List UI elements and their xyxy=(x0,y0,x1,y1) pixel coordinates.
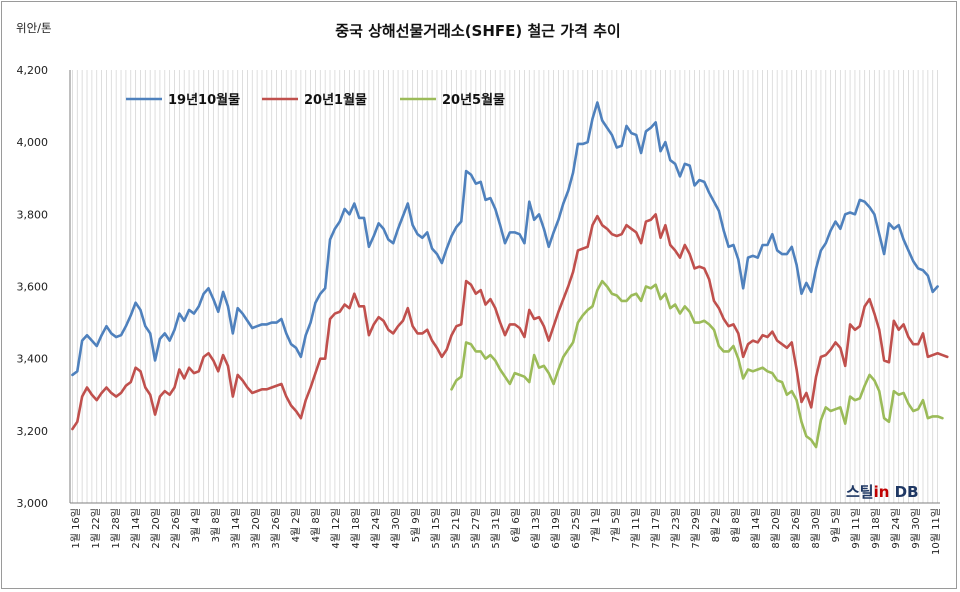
x-tick-label: 8월 20일 xyxy=(770,508,782,549)
x-tick-label: 8월 2일 xyxy=(710,508,722,542)
y-tick-label: 4,000 xyxy=(17,136,49,149)
x-tick-label: 9월 18일 xyxy=(870,508,882,549)
axes xyxy=(69,70,940,504)
x-tick-label: 6월 6일 xyxy=(510,508,522,542)
chart-title: 중국 상해선물거래소(SHFE) 철근 가격 추이 xyxy=(335,22,620,40)
gridlines xyxy=(72,70,938,503)
y-tick-label: 3,000 xyxy=(17,497,49,510)
series-line-3 xyxy=(450,279,944,449)
x-tick-label: 7월 29일 xyxy=(690,508,702,549)
x-tick-label: 3월 14일 xyxy=(230,508,242,549)
y-tick-label: 3,400 xyxy=(17,353,49,366)
x-tick-label: 2월 26일 xyxy=(170,508,182,549)
legend: 19년10월물 20년1월물 20년5월물 xyxy=(126,92,505,108)
x-tick-label: 7월 17일 xyxy=(650,508,662,549)
y-tick-label: 4,200 xyxy=(17,64,49,77)
steel-in-db-logo: 스틸in DB xyxy=(846,483,919,501)
x-tick-label: 8월 8일 xyxy=(730,508,742,542)
x-tick-label: 4월 2일 xyxy=(290,508,302,542)
x-tick-label: 1월 28일 xyxy=(110,508,122,549)
x-tick-label: 3월 8일 xyxy=(210,508,222,542)
x-tick-label: 3월 20일 xyxy=(250,508,262,549)
x-tick-labels: 1월 16일 1월 22일 1월 28일 2월 14일 2월 20일 2월 26일 3월 4… xyxy=(70,508,942,555)
x-tick-label: 6월 13일 xyxy=(530,508,542,549)
legend-label-1: 19년10월물 xyxy=(168,92,240,108)
logo-part-3: DB xyxy=(889,483,918,501)
logo-part-1: 스틸 xyxy=(846,483,874,501)
x-tick-label: 4월 30일 xyxy=(390,508,402,549)
x-tick-label: 9월 11일 xyxy=(850,508,862,549)
x-tick-label: 9월 30일 xyxy=(910,508,922,549)
x-tick-label: 2월 14일 xyxy=(130,508,142,549)
x-tick-label: 1월 16일 xyxy=(70,508,82,549)
x-tick-label: 6월 19일 xyxy=(550,508,562,549)
x-tick-label: 5월 21일 xyxy=(450,508,462,549)
x-tick-label: 8월 30일 xyxy=(810,508,822,549)
x-tick-label: 10월 11일 xyxy=(930,508,942,555)
x-tick-label: 4월 24일 xyxy=(370,508,382,549)
x-tick-label: 3월 26일 xyxy=(270,508,282,549)
y-unit-label: 위안/톤 xyxy=(16,21,52,35)
x-tick-label: 7월 5일 xyxy=(610,508,622,542)
x-tick-label: 5월 27일 xyxy=(470,508,482,549)
x-tick-label: 7월 1일 xyxy=(590,508,602,542)
x-tick-label: 6월 25일 xyxy=(570,508,582,549)
x-tick-label: 7월 23일 xyxy=(670,508,682,549)
x-tick-label: 5월 15일 xyxy=(430,508,442,549)
x-tick-label: 8월 14일 xyxy=(750,508,762,549)
x-tick-label: 1월 22일 xyxy=(90,508,102,549)
x-tick-label: 9월 24일 xyxy=(890,508,902,549)
series-line-1 xyxy=(71,101,939,377)
legend-label-3: 20년5월물 xyxy=(442,92,505,108)
x-tick-label: 4월 8일 xyxy=(310,508,322,542)
x-tick-label: 3월 4일 xyxy=(190,508,202,542)
x-tick-label: 5월 9일 xyxy=(410,508,422,542)
series-lines xyxy=(71,101,949,449)
series-line-2 xyxy=(71,213,949,431)
x-tick-label: 5월 31일 xyxy=(490,508,502,549)
legend-label-2: 20년1월물 xyxy=(304,92,367,108)
y-tick-label: 3,800 xyxy=(17,208,49,221)
y-tick-label: 3,600 xyxy=(17,281,49,294)
x-tick-label: 2월 20일 xyxy=(150,508,162,549)
y-tick-label: 3,200 xyxy=(17,425,49,438)
x-tick-label: 7월 11일 xyxy=(630,508,642,549)
x-tick-label: 4월 18일 xyxy=(350,508,362,549)
x-tick-label: 4월 12일 xyxy=(330,508,342,549)
x-tick-label: 8월 26일 xyxy=(790,508,802,549)
y-tick-labels: 3,000 3,200 3,400 3,600 3,800 4,000 4,200 xyxy=(17,64,49,510)
logo-part-2: in xyxy=(874,483,890,501)
x-tick-label: 9월 5일 xyxy=(830,508,842,542)
